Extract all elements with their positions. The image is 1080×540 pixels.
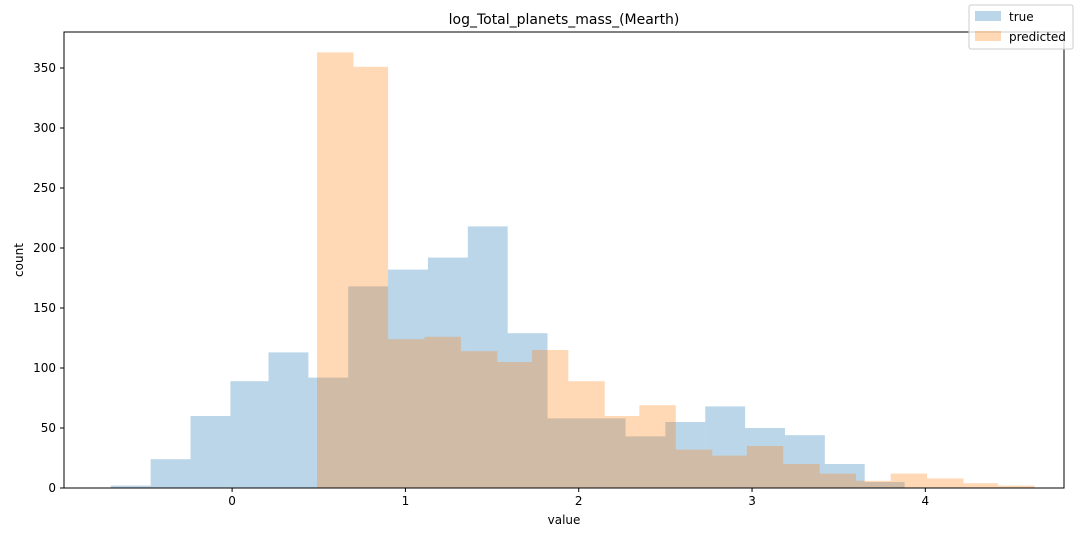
bar-predicted-7 [568, 381, 605, 488]
bar-true-8 [427, 257, 468, 488]
bar-true-15 [705, 406, 746, 488]
legend-swatch-predicted [975, 31, 1001, 41]
y-tick-label: 350 [33, 61, 56, 75]
bar-true-0 [110, 485, 151, 488]
bar-predicted-13 [783, 464, 820, 488]
bar-predicted-14 [819, 473, 857, 488]
bar-true-6 [348, 286, 389, 488]
bar-true-19 [864, 482, 905, 488]
bar-predicted-5 [497, 362, 532, 488]
bar-true-2 [190, 416, 231, 488]
bars-layer [110, 52, 1035, 489]
y-tick-label: 0 [48, 481, 56, 495]
x-tick-label: 4 [922, 494, 930, 508]
y-ticks: 0 50 100 150 200 250 300 350 [33, 61, 64, 495]
y-axis-label: count [12, 243, 26, 277]
x-tick-label: 3 [748, 494, 756, 508]
x-axis-label: value [548, 513, 581, 527]
bar-predicted-10 [675, 449, 713, 488]
bar-predicted-18 [963, 483, 999, 488]
legend-swatch-true [975, 11, 1001, 21]
bar-true-1 [150, 459, 191, 488]
bar-predicted-3 [424, 336, 461, 488]
bar-true-18 [824, 464, 865, 488]
bar-true-14 [665, 422, 706, 488]
legend-label-true: true [1009, 10, 1034, 24]
bar-predicted-0 [317, 52, 354, 489]
bar-predicted-12 [746, 446, 784, 488]
bar-true-7 [388, 269, 428, 488]
bar-predicted-6 [531, 350, 569, 488]
bar-predicted-15 [856, 480, 891, 488]
bar-true-13 [625, 436, 666, 488]
legend-box [968, 4, 1074, 50]
x-tick-label: 1 [402, 494, 410, 508]
bar-predicted-8 [604, 416, 640, 488]
legend-label-predicted: predicted [1009, 30, 1066, 44]
bar-true-3 [230, 381, 269, 488]
y-tick-label: 150 [33, 301, 56, 315]
chart-title: log_Total_planets_mass_(Mearth) [449, 12, 680, 28]
bar-predicted-16 [890, 473, 928, 488]
x-tick-label: 0 [228, 494, 236, 508]
bar-predicted-17 [927, 478, 964, 488]
bar-true-11 [547, 418, 588, 488]
bar-true-9 [467, 226, 508, 488]
bar-predicted-1 [353, 66, 389, 489]
bar-true-10 [507, 333, 548, 488]
y-tick-label: 50 [41, 421, 56, 435]
bar-predicted-19 [998, 485, 1035, 488]
y-tick-label: 300 [33, 121, 56, 135]
y-tick-label: 250 [33, 181, 56, 195]
bar-predicted-4 [460, 351, 498, 488]
legend: true predicted [968, 4, 1074, 50]
bar-true-16 [745, 428, 785, 488]
bar-true-17 [784, 435, 825, 488]
axes-frame [63, 31, 1065, 489]
y-tick-label: 200 [33, 241, 56, 255]
bar-predicted-9 [639, 405, 676, 488]
bar-predicted-11 [712, 455, 747, 488]
bar-true-4 [268, 352, 309, 488]
bar-true-12 [587, 418, 626, 488]
y-tick-label: 100 [33, 361, 56, 375]
x-tick-label: 2 [575, 494, 583, 508]
bar-predicted-2 [388, 339, 425, 488]
bar-true-5 [308, 377, 349, 488]
x-ticks: 0 1 2 3 4 [228, 488, 929, 508]
